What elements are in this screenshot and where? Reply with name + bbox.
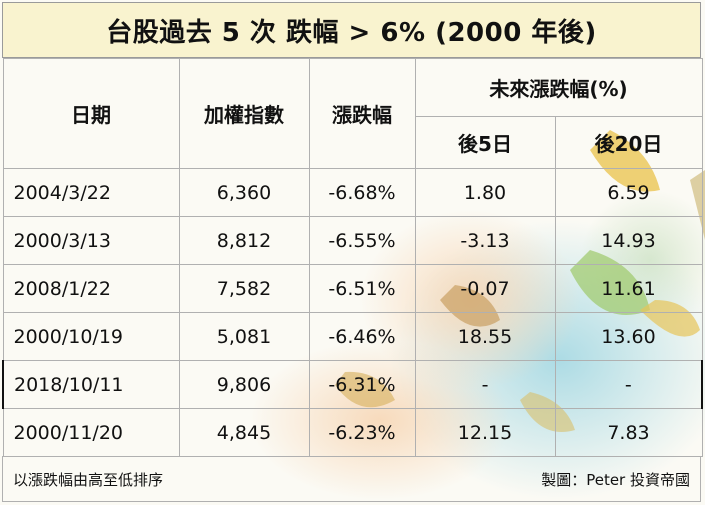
header-date: 日期 [2, 58, 180, 169]
cell-after-5: -3.13 [414, 216, 556, 265]
cell-after-20: 7.83 [554, 408, 703, 457]
cell-index: 5,081 [178, 312, 310, 361]
title-bar: 台股過去 5 次 跌幅 > 6% (2000 年後) [2, 2, 701, 58]
header-future-change: 未來漲跌幅(%) [414, 58, 703, 117]
sort-note: 以漲跌幅由高至低排序 [13, 471, 164, 489]
cell-date: 2004/3/22 [2, 168, 180, 217]
cell-after-5: 18.55 [414, 312, 556, 361]
cell-date: 2008/1/22 [2, 264, 180, 313]
table-title: 台股過去 5 次 跌幅 > 6% (2000 年後) [106, 17, 597, 48]
cell-after-5: - [414, 360, 556, 409]
chart-credit: 製圖：Peter 投資帝國 [541, 471, 690, 489]
table-row-highlighted: 2018/10/11 9,806 -6.31% - - [2, 360, 704, 409]
cell-date: 2018/10/11 [2, 360, 180, 409]
cell-date: 2000/3/13 [2, 216, 180, 265]
header-index: 加權指數 [178, 58, 310, 169]
table-footer: 以漲跌幅由高至低排序 製圖：Peter 投資帝國 [2, 456, 701, 502]
cell-date: 2000/10/19 [2, 312, 180, 361]
cell-change: -6.31% [308, 360, 416, 409]
cell-change: -6.46% [308, 312, 416, 361]
data-table: 日期 加權指數 漲跌幅 未來漲跌幅(%) 後5日 後20日 2004/3/22 … [2, 58, 704, 457]
cell-after-20: 11.61 [554, 264, 703, 313]
cell-change: -6.51% [308, 264, 416, 313]
table-row: 2008/1/22 7,582 -6.51% -0.07 11.61 [2, 264, 703, 313]
cell-index: 9,806 [178, 360, 310, 409]
table-row: 2000/3/13 8,812 -6.55% -3.13 14.93 [2, 216, 703, 265]
cell-index: 7,582 [178, 264, 310, 313]
cell-after-5: 1.80 [414, 168, 556, 217]
cell-index: 6,360 [178, 168, 310, 217]
cell-index: 8,812 [178, 216, 310, 265]
cell-after-20: - [554, 360, 704, 409]
cell-date: 2000/11/20 [2, 408, 180, 457]
cell-change: -6.68% [308, 168, 416, 217]
table-row: 2004/3/22 6,360 -6.68% 1.80 6.59 [2, 168, 703, 217]
cell-after-20: 13.60 [554, 312, 703, 361]
cell-after-20: 14.93 [554, 216, 703, 265]
cell-after-20: 6.59 [554, 168, 703, 217]
cell-after-5: -0.07 [414, 264, 556, 313]
header-change: 漲跌幅 [308, 58, 416, 169]
cell-after-5: 12.15 [414, 408, 556, 457]
header-after-20-days: 後20日 [554, 116, 703, 169]
header-after-5-days: 後5日 [414, 116, 556, 169]
table-row: 2000/10/19 5,081 -6.46% 18.55 13.60 [2, 312, 703, 361]
cell-change: -6.23% [308, 408, 416, 457]
cell-index: 4,845 [178, 408, 310, 457]
table-row: 2000/11/20 4,845 -6.23% 12.15 7.83 [2, 408, 703, 457]
cell-change: -6.55% [308, 216, 416, 265]
